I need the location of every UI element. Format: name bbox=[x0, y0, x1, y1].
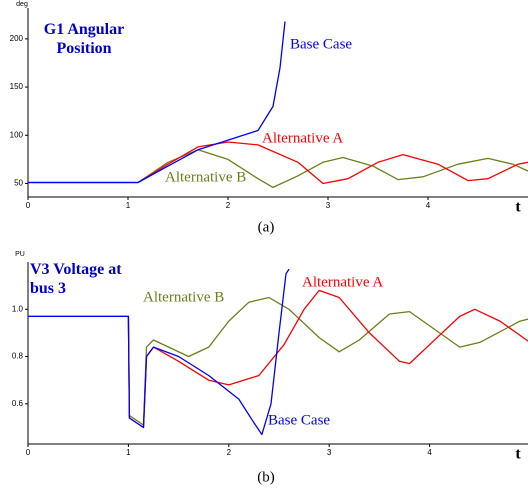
x-tick-label: 0 bbox=[26, 448, 31, 457]
series-label: Base Case bbox=[268, 412, 330, 428]
x-tick-label: 4 bbox=[427, 448, 432, 457]
caption: (a) bbox=[258, 219, 275, 235]
y-tick-label: 1.0 bbox=[12, 304, 24, 313]
x-axis-label: t bbox=[515, 446, 521, 463]
y-tick-label: 0.6 bbox=[12, 399, 24, 408]
y-unit: deg bbox=[16, 1, 28, 8]
series-label: Alternative A bbox=[262, 130, 343, 146]
series-line bbox=[28, 289, 528, 429]
series-line bbox=[28, 149, 528, 189]
x-tick-label: 4 bbox=[426, 201, 431, 210]
y-tick-label: 0.8 bbox=[12, 352, 24, 361]
y-tick-label: 150 bbox=[10, 82, 24, 91]
series-line bbox=[28, 21, 286, 184]
y-tick-label: 200 bbox=[10, 34, 24, 43]
x-tick-label: 3 bbox=[326, 201, 331, 210]
series-label: Alternative B bbox=[143, 289, 224, 305]
series-label: Base Case bbox=[290, 36, 352, 52]
series-label: Alternative A bbox=[302, 274, 383, 290]
series-label: Alternative B bbox=[165, 169, 246, 185]
x-tick-label: 3 bbox=[327, 448, 332, 457]
chart-title: G1 Angular Position bbox=[43, 21, 125, 57]
x-tick-label: 1 bbox=[126, 448, 131, 457]
y-unit: PU bbox=[15, 251, 25, 258]
caption: (b) bbox=[257, 469, 275, 485]
x-axis-label: t bbox=[515, 199, 521, 216]
chart-title: V3 Voltage at bus 3 bbox=[30, 261, 122, 297]
series-line bbox=[28, 141, 528, 185]
x-tick-label: 1 bbox=[126, 201, 131, 210]
series-line bbox=[28, 268, 290, 436]
x-tick-label: 0 bbox=[26, 201, 31, 210]
x-tick-label: 2 bbox=[226, 201, 231, 210]
y-tick-label: 50 bbox=[14, 179, 23, 188]
y-tick-label: 100 bbox=[10, 130, 24, 139]
x-tick-label: 2 bbox=[227, 448, 232, 457]
